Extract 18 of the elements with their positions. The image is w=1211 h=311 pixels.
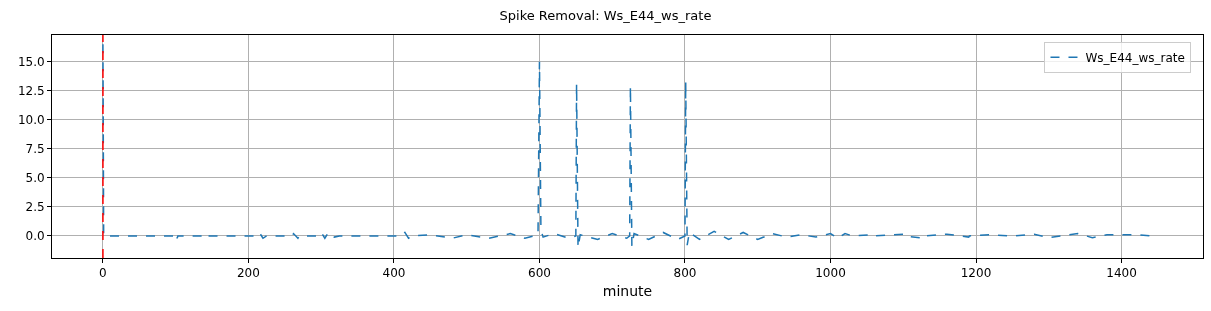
legend-label: Ws_E44_ws_rate [1085, 50, 1185, 65]
x-tick-label: 200 [236, 266, 260, 281]
x-axis-title: minute [602, 282, 653, 299]
x-tick-label: 600 [528, 266, 551, 281]
y-tick-label: 15.0 [17, 54, 45, 69]
chart-title: Spike Removal: Ws_E44_ws_rate [499, 7, 712, 23]
y-tick-label: 12.5 [17, 83, 45, 98]
y-tick-label: 10.0 [17, 112, 45, 127]
x-tick-label: 1200 [960, 266, 992, 281]
x-tick-label: 400 [382, 266, 406, 281]
y-tick-label: 2.5 [25, 200, 45, 215]
x-tick-label: 1400 [1106, 266, 1137, 281]
x-tick-label: 0 [99, 266, 107, 281]
x-tick-label: 800 [673, 266, 697, 281]
x-tick-label: 1000 [815, 266, 846, 281]
y-tick-label: 7.5 [25, 142, 45, 157]
y-tick-label: 5.0 [25, 171, 45, 186]
y-tick-label: 0.0 [25, 229, 45, 244]
